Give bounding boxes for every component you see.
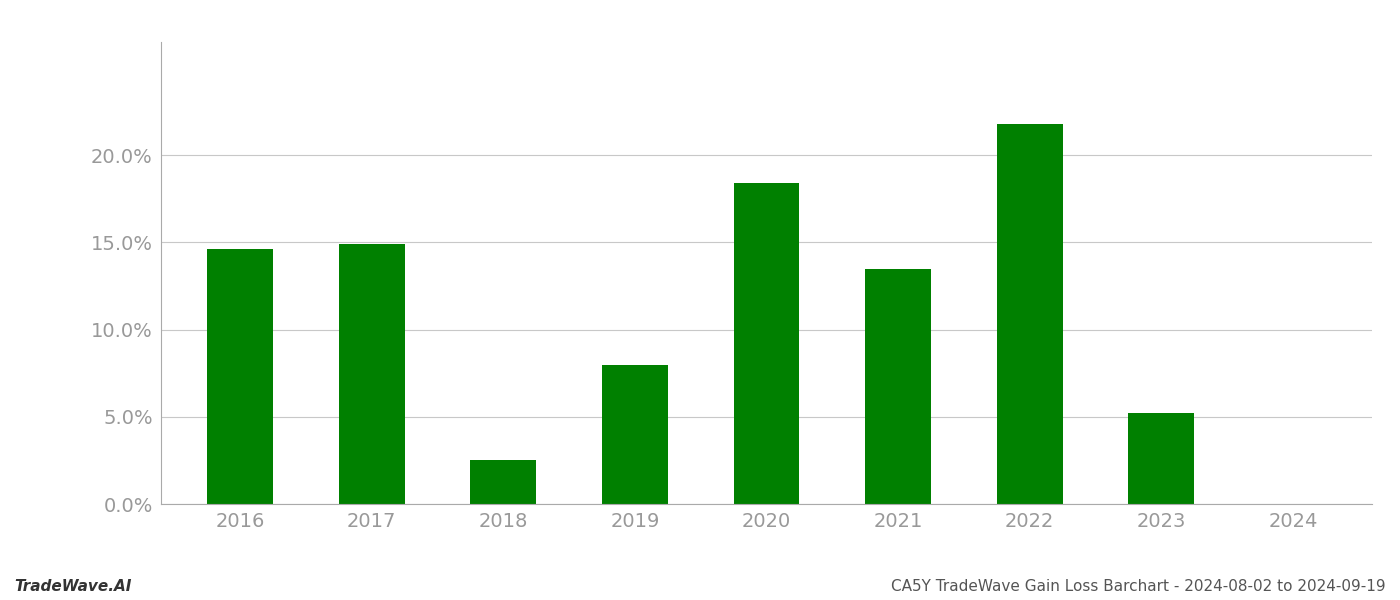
Bar [997,124,1063,504]
Text: TradeWave.AI: TradeWave.AI [14,579,132,594]
Bar [865,269,931,504]
Text: CA5Y TradeWave Gain Loss Barchart - 2024-08-02 to 2024-09-19: CA5Y TradeWave Gain Loss Barchart - 2024… [892,579,1386,594]
Bar [734,183,799,504]
Bar [602,365,668,504]
Bar [339,244,405,504]
Bar [207,250,273,504]
Bar [1128,413,1194,504]
Bar [470,460,536,504]
